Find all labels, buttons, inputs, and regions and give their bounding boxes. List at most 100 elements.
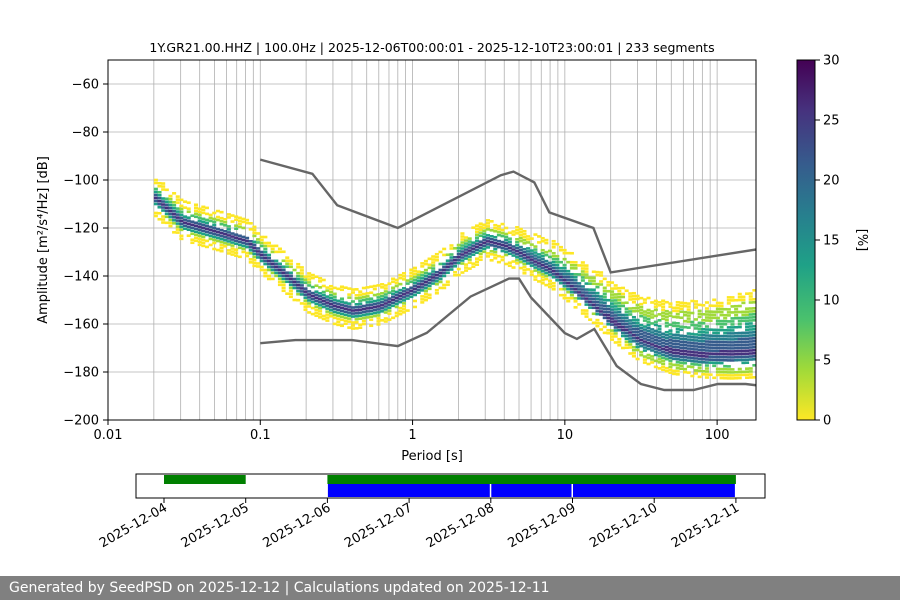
psd-cell bbox=[274, 250, 279, 254]
psd-cell bbox=[712, 316, 717, 320]
psd-cell bbox=[504, 253, 509, 257]
psd-cell bbox=[661, 302, 666, 306]
psd-cell bbox=[161, 221, 166, 224]
psd-cell bbox=[321, 284, 326, 288]
psd-cell bbox=[529, 270, 534, 273]
psd-cell bbox=[423, 295, 428, 299]
psd-cell bbox=[693, 300, 699, 303]
psd-cell bbox=[675, 325, 680, 328]
psd-cell bbox=[307, 284, 312, 287]
psd-cell bbox=[748, 373, 753, 376]
psd-cell bbox=[380, 304, 385, 307]
psd-cell bbox=[336, 305, 341, 309]
psd-cell bbox=[697, 312, 702, 316]
psd-cell bbox=[398, 306, 403, 310]
psd-cell bbox=[332, 313, 337, 317]
psd-cell bbox=[701, 372, 706, 376]
psd-cell bbox=[365, 316, 370, 319]
psd-cell bbox=[730, 353, 735, 356]
psd-cell bbox=[617, 313, 622, 317]
psd-cell bbox=[595, 300, 600, 304]
psd-cell bbox=[161, 218, 166, 221]
psd-cell bbox=[701, 318, 706, 322]
psd-cell bbox=[540, 257, 545, 261]
psd-cell bbox=[420, 295, 425, 298]
psd-cell bbox=[693, 372, 699, 375]
psd-cell bbox=[212, 247, 217, 251]
psd-cell bbox=[518, 257, 523, 261]
psd-cell bbox=[606, 313, 611, 317]
psd-cell bbox=[650, 346, 655, 349]
psd-cell bbox=[639, 323, 644, 327]
psd-cell bbox=[215, 218, 220, 222]
psd-cell bbox=[234, 239, 239, 242]
psd-cell bbox=[730, 335, 735, 338]
psd-cell bbox=[693, 357, 699, 360]
psd-cell bbox=[467, 240, 472, 243]
psd-cell bbox=[610, 311, 615, 314]
psd-cell bbox=[737, 334, 742, 338]
psd-cell bbox=[562, 281, 567, 285]
psd-cell bbox=[697, 315, 702, 319]
psd-cell bbox=[661, 317, 666, 321]
psd-cell bbox=[752, 355, 756, 358]
psd-cell bbox=[595, 306, 600, 310]
psd-cell bbox=[252, 228, 257, 232]
psd-cell bbox=[734, 373, 739, 377]
psd-cell bbox=[318, 304, 323, 307]
psd-cell bbox=[212, 238, 217, 242]
psd-cell bbox=[471, 247, 476, 250]
psd-cell bbox=[628, 337, 633, 340]
psd-cell bbox=[467, 261, 472, 264]
psd-cell bbox=[296, 280, 301, 284]
psd-cell bbox=[478, 231, 483, 235]
psd-cell bbox=[712, 337, 717, 341]
psd-cell bbox=[566, 269, 571, 273]
psd-cell bbox=[387, 303, 392, 306]
psd-cell bbox=[230, 214, 235, 217]
psd-cell bbox=[172, 213, 177, 216]
psd-cell bbox=[683, 304, 688, 308]
psd-cell bbox=[704, 328, 709, 331]
psd-cell bbox=[690, 353, 695, 357]
psd-cell bbox=[252, 264, 257, 268]
psd-cell bbox=[701, 357, 706, 361]
psd-cell bbox=[653, 308, 658, 312]
psd-cell bbox=[212, 226, 217, 230]
psd-cell bbox=[153, 187, 158, 191]
psd-cell bbox=[354, 318, 359, 321]
psd-cell bbox=[522, 250, 527, 254]
psd-cell bbox=[573, 282, 578, 285]
psd-cell bbox=[339, 303, 345, 307]
psd-cell bbox=[701, 351, 706, 355]
psd-cell bbox=[307, 311, 312, 314]
psd-cell bbox=[314, 302, 319, 306]
psd-cell bbox=[529, 261, 534, 264]
psd-cell bbox=[613, 329, 618, 332]
psd-cell bbox=[752, 316, 756, 319]
psd-cell bbox=[321, 278, 326, 282]
footer-banner: Generated by SeedPSD on 2025-12-12 | Cal… bbox=[0, 576, 900, 600]
psd-cell bbox=[208, 228, 213, 232]
psd-cell bbox=[427, 263, 432, 267]
psd-cell bbox=[321, 305, 326, 309]
psd-cell bbox=[314, 305, 319, 309]
psd-cell bbox=[657, 367, 662, 370]
y-tick-label: −60 bbox=[72, 78, 99, 93]
psd-cell bbox=[610, 317, 615, 320]
psd-cell bbox=[580, 297, 585, 300]
psd-cell bbox=[690, 356, 695, 360]
psd-cell bbox=[347, 317, 352, 320]
psd-cell bbox=[314, 284, 319, 288]
psd-cell bbox=[332, 316, 337, 320]
psd-cell bbox=[712, 349, 717, 353]
psd-cell bbox=[292, 277, 297, 281]
psd-cell bbox=[573, 291, 578, 294]
psd-cell bbox=[266, 274, 272, 278]
psd-cell bbox=[226, 231, 231, 234]
psd-cell bbox=[168, 218, 173, 222]
psd-cell bbox=[201, 238, 206, 242]
psd-cell bbox=[697, 321, 702, 325]
psd-cell bbox=[164, 215, 169, 219]
psd-cell bbox=[234, 218, 239, 221]
